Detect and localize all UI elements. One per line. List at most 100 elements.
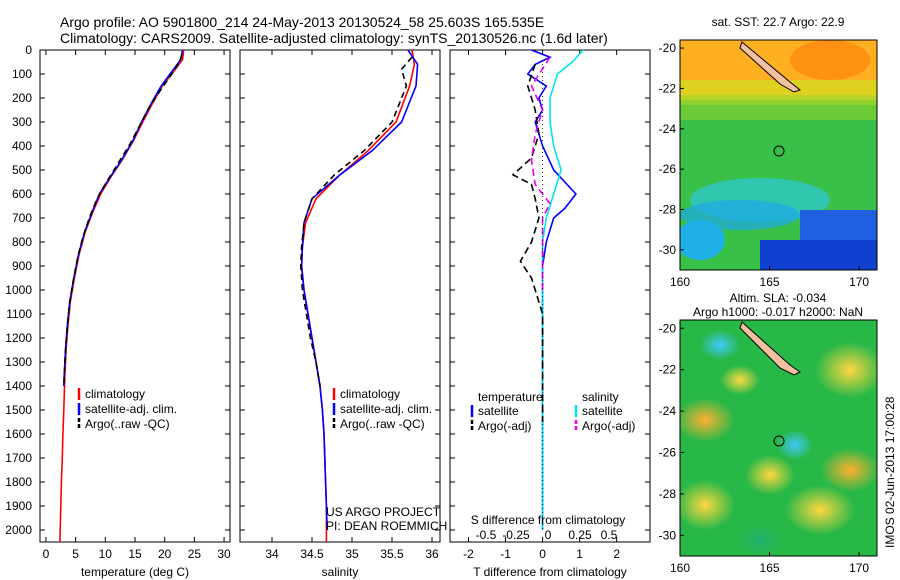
y-tick-label: 200	[12, 91, 32, 105]
argo-position-marker-sst	[773, 145, 785, 157]
s-tick-label: -0.5	[476, 528, 497, 542]
map-y-tick-label: -30	[659, 528, 677, 542]
legend-label: Argo(-adj)	[582, 419, 635, 433]
series-line-satellite-adj-clim-	[63, 49, 184, 387]
sla-map	[679, 319, 878, 557]
map-x-tick-label: 160	[670, 275, 690, 289]
map-x-tick-label: 165	[760, 275, 780, 289]
x-tick-label: 0	[43, 547, 50, 561]
new-caledonia-island	[739, 41, 802, 93]
y-tick-label: 400	[12, 139, 32, 153]
y-tick-label: 700	[12, 211, 32, 225]
x-axis-label: T difference from climatology	[473, 565, 627, 579]
y-tick-label: 100	[12, 67, 32, 81]
legend-label: satellite	[582, 404, 623, 418]
x-tick-label: 2	[613, 547, 620, 561]
y-tick-label: 300	[12, 115, 32, 129]
x-tick-label: -1	[500, 547, 511, 561]
x-tick-label: 30	[217, 547, 231, 561]
map-y-tick-label: -30	[659, 243, 677, 257]
x-tick-label: 36	[425, 547, 439, 561]
sla-map-title: Altim. SLA: -0.034	[730, 291, 827, 305]
legend-label: satellite	[478, 404, 519, 418]
series-line-satellite-adj-clim-	[300, 49, 419, 531]
figure-title-line1: Argo profile: AO 5901800_214 24-May-2013…	[60, 14, 545, 30]
series-line-temperature-argo-adj-	[511, 64, 544, 422]
legend-label: Argo(-adj)	[478, 419, 531, 433]
y-tick-label: 1200	[5, 331, 32, 345]
x-tick-label: 34.5	[300, 547, 324, 561]
legend-label: Argo(..raw -QC)	[85, 417, 170, 431]
legend-label: Argo(..raw -QC)	[340, 417, 425, 431]
figure-title-line2: Climatology: CARS2009. Satellite-adjuste…	[60, 30, 608, 46]
legend-label: climatology	[85, 387, 145, 401]
x-tick-label: 5	[72, 547, 79, 561]
legend-label: satellite-adj. clim.	[340, 402, 432, 416]
legend-label: satellite-adj. clim.	[85, 402, 177, 416]
series-line-argo-raw-qc-	[63, 54, 183, 387]
s-tick-label: 0.25	[568, 528, 592, 542]
map-y-tick-label: -28	[659, 202, 677, 216]
y-tick-label: 1700	[5, 451, 32, 465]
series-line-salinity-satellite	[541, 49, 584, 530]
x-tick-label: -2	[463, 547, 474, 561]
y-tick-label: 0	[25, 43, 32, 57]
y-tick-label: 1500	[5, 403, 32, 417]
y-tick-label: 800	[12, 235, 32, 249]
sla-map-axes: 160 165 170 -20 -22 -24 -26 -28 -30	[659, 321, 870, 575]
map-x-tick-label: 160	[670, 561, 690, 575]
series-line-climatology	[59, 49, 185, 543]
x-tick-label: 0	[539, 547, 546, 561]
y-tick-label: 1900	[5, 499, 32, 513]
new-caledonia-island	[739, 321, 801, 376]
y-tick-label: 500	[12, 163, 32, 177]
map-y-tick-label: -24	[659, 122, 677, 136]
x-axis-label-top: S difference from climatology	[471, 513, 626, 527]
sla-map-subtitle: Argo h1000: -0.017 h2000: NaN	[693, 305, 863, 319]
legend-header-salinity: salinity	[582, 390, 619, 404]
map-y-tick-label: -26	[659, 162, 677, 176]
legend-label: climatology	[340, 387, 400, 401]
map-x-tick-label: 170	[849, 275, 869, 289]
y-tick-label: 600	[12, 187, 32, 201]
map-y-tick-label: -22	[659, 363, 677, 377]
y-tick-label: 900	[12, 259, 32, 273]
x-tick-label: 25	[188, 547, 202, 561]
x-tick-label: 10	[99, 547, 113, 561]
series-line-salinity-argo-adj-	[530, 56, 551, 290]
x-tick-label: 35.5	[380, 547, 404, 561]
map-y-tick-label: -22	[659, 81, 677, 95]
s-tick-label: -0.25	[502, 528, 530, 542]
sst-map	[679, 39, 878, 271]
x-axis-label: temperature (deg C)	[81, 565, 189, 579]
annotation-line1: US ARGO PROJECT	[326, 505, 441, 519]
temperature-panel: 0 5 10 15 20 25 300100200300400500600700800900…	[5, 43, 231, 579]
x-tick-label: 1	[576, 547, 583, 561]
map-y-tick-label: -28	[659, 487, 677, 501]
footer-stamp: IMOS 02-Jun-2013 17:00:28	[883, 396, 897, 548]
series-line-climatology	[300, 49, 416, 542]
y-tick-label: 1000	[5, 283, 32, 297]
map-y-tick-label: -20	[659, 321, 677, 335]
y-tick-label: 1300	[5, 355, 32, 369]
x-tick-label: 35	[345, 547, 359, 561]
map-y-tick-label: -20	[659, 41, 677, 55]
x-axis-label: salinity	[322, 565, 359, 579]
sst-map-title: sat. SST: 22.7 Argo: 22.9	[712, 15, 845, 29]
salinity-panel: 34 34.5 35 35.5 36 salinity	[239, 49, 441, 579]
x-tick-label: 15	[128, 547, 142, 561]
plot-frame	[449, 49, 651, 543]
y-tick-label: 2000	[5, 523, 32, 537]
map-x-tick-label: 165	[760, 561, 780, 575]
annotation-line2: PI: DEAN ROEMMICH	[326, 519, 447, 533]
series-line-argo-raw-qc-	[299, 56, 413, 387]
argo-position-marker-sla	[773, 435, 785, 447]
plot-frame	[239, 49, 441, 543]
y-tick-label: 1400	[5, 379, 32, 393]
map-y-tick-label: -26	[659, 445, 677, 459]
y-tick-label: 1800	[5, 475, 32, 489]
y-tick-label: 1100	[6, 307, 32, 321]
map-y-tick-label: -24	[659, 404, 677, 418]
s-tick-label: 0	[545, 528, 552, 542]
